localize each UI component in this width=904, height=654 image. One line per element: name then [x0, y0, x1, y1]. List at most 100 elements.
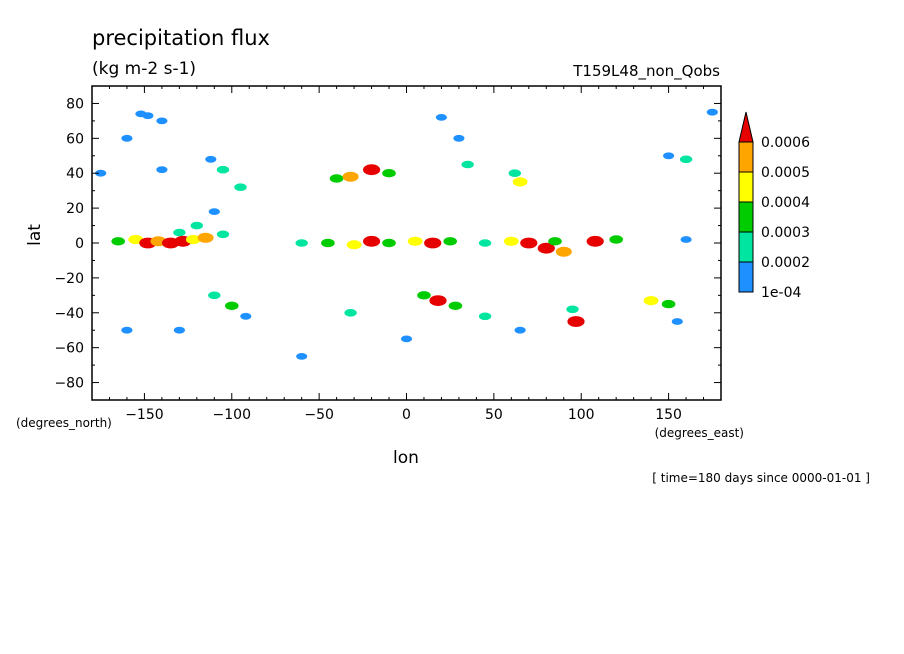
precip-cell-13 — [128, 234, 144, 245]
y-tick-label: 40 — [66, 166, 84, 182]
precip-cell-53 — [344, 309, 357, 317]
y-axis-units: (degrees_north) — [16, 416, 112, 430]
precip-cell-67 — [400, 335, 413, 343]
precip-cell-65 — [173, 326, 185, 334]
legend-label: 1e-04 — [761, 285, 801, 301]
precip-cell-34 — [321, 238, 335, 248]
precip-cell-31 — [679, 155, 693, 164]
y-axis-ticks: 80 60 40 20 0 −20 −40 −60 −80 — [54, 85, 721, 401]
precip-cell-7 — [216, 165, 230, 174]
precip-cell-62 — [661, 299, 676, 309]
x-tick-label: −150 — [125, 407, 163, 423]
precip-cell-6 — [205, 155, 217, 163]
precip-cell-46 — [548, 237, 562, 246]
legend-label: 0.0002 — [761, 255, 810, 271]
precip-cell-50 — [208, 291, 221, 300]
precip-cell-61 — [643, 296, 659, 306]
precipitation-marks — [95, 108, 718, 360]
precip-cell-18 — [185, 234, 201, 245]
x-tick-label: −50 — [304, 407, 334, 423]
precip-cell-43 — [520, 237, 538, 249]
legend-label: 0.0004 — [761, 195, 810, 211]
precip-cell-33 — [295, 239, 308, 247]
precip-cell-12 — [111, 237, 125, 246]
precip-cell-45 — [555, 246, 572, 257]
y-tick-label: 80 — [66, 96, 84, 112]
precip-cell-29 — [508, 169, 521, 177]
legend-label: 0.0006 — [761, 135, 810, 151]
y-tick-label: −40 — [54, 306, 84, 322]
legend-arrow — [738, 111, 754, 143]
legend-label: 0.0003 — [761, 225, 810, 241]
precip-cell-27 — [461, 160, 474, 169]
precip-cell-35 — [346, 240, 362, 250]
color-legend: 1e-04 0.0002 0.0003 0.0004 0.0005 0.0006 — [738, 111, 810, 301]
x-tick-label: 150 — [655, 407, 682, 423]
time-label: [ time=180 days since 0000-01-01 ] — [652, 471, 870, 485]
legend-swatch — [738, 171, 754, 203]
y-tick-label: −60 — [54, 341, 84, 357]
precip-cell-25 — [435, 114, 447, 121]
precip-cell-32 — [706, 108, 718, 116]
plot-area: −150 −100 −50 0 50 100 150 806040200−20−40−60−… — [54, 85, 722, 423]
precip-cell-3 — [121, 134, 133, 142]
precip-cell-4 — [156, 166, 168, 174]
legend-swatch — [738, 261, 754, 293]
y-tick-label: 60 — [66, 131, 84, 147]
run-label: T159L48_non_Qobs — [572, 62, 720, 81]
precip-cell-47 — [586, 235, 604, 247]
precip-cell-40 — [443, 237, 458, 246]
y-tick-label: 20 — [66, 201, 84, 217]
precip-cell-42 — [503, 236, 519, 246]
precip-cell-49 — [680, 236, 692, 243]
precip-cell-10 — [190, 221, 203, 230]
y-axis-label: lat — [25, 224, 45, 246]
precip-cell-28 — [512, 177, 528, 187]
x-tick-label: 100 — [568, 407, 595, 423]
precip-cell-1 — [135, 110, 147, 118]
precip-cell-55 — [429, 295, 447, 306]
y-tick-label: −80 — [54, 376, 84, 392]
precip-cell-2 — [156, 117, 168, 125]
precip-cell-48 — [609, 235, 623, 244]
y-tick-label: −20 — [54, 271, 84, 287]
legend-swatch — [738, 231, 754, 263]
x-tick-label: 0 — [402, 407, 411, 423]
y-tick-label: 0 — [75, 236, 84, 252]
precip-cell-60 — [567, 316, 585, 327]
precip-cell-11 — [173, 228, 186, 237]
precip-cell-54 — [417, 291, 431, 300]
precip-cell-56 — [448, 301, 463, 310]
precip-cell-37 — [382, 238, 396, 248]
precip-cell-8 — [234, 183, 247, 191]
x-axis-units: (degrees_east) — [655, 426, 744, 440]
precip-cell-58 — [514, 326, 526, 334]
precip-cell-30 — [663, 152, 675, 160]
precip-cell-66 — [296, 353, 308, 360]
x-axis-label: lon — [393, 448, 419, 468]
chart-title: precipitation flux — [92, 26, 270, 50]
precip-cell-21 — [329, 174, 344, 183]
x-tick-label: −100 — [213, 407, 251, 423]
precip-cell-52 — [240, 312, 252, 320]
precip-cell-19 — [197, 232, 214, 243]
precip-cell-38 — [407, 236, 423, 246]
precip-cell-41 — [478, 239, 492, 247]
precip-cell-51 — [225, 301, 239, 310]
precip-cell-9 — [208, 208, 220, 216]
precip-cell-64 — [121, 326, 133, 334]
precip-cell-57 — [478, 312, 492, 321]
legend-swatch — [738, 201, 754, 233]
precip-cell-26 — [453, 134, 465, 142]
legend-label: 0.0005 — [761, 165, 810, 181]
precip-cell-24 — [382, 169, 396, 178]
precip-cell-44 — [537, 242, 555, 254]
precip-cell-22 — [342, 171, 359, 182]
precip-cell-20 — [216, 230, 230, 239]
chart-units: (kg m-2 s-1) — [92, 59, 196, 79]
precip-cell-5 — [95, 169, 107, 177]
precip-cell-59 — [566, 305, 579, 314]
precip-cell-39 — [424, 237, 442, 249]
x-axis-ticks: −150 −100 −50 0 50 100 150 — [91, 86, 722, 423]
